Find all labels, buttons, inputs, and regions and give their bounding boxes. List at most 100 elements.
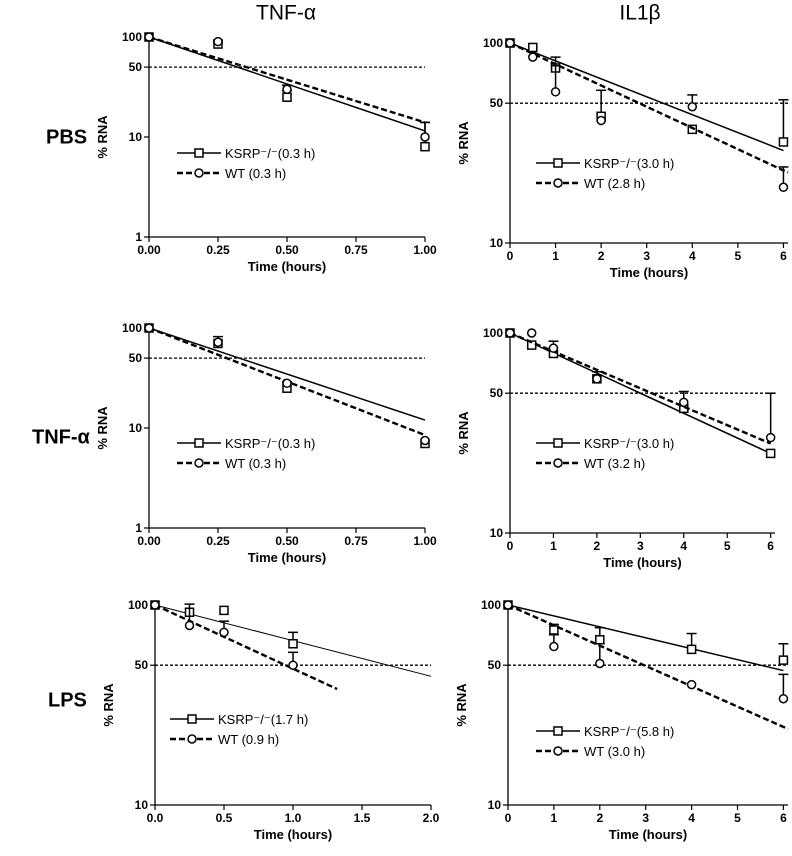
data-point-circle [595,658,605,669]
y-tick-label: 50 [135,658,149,672]
legend-entry-wt: WT (0.9 h) [170,732,279,747]
y-tick-label: 10 [488,798,502,812]
data-point-circle [282,378,292,389]
x-tick-label: 6 [767,539,774,553]
x-tick-label: 0.50 [275,534,299,548]
legend-marker-square [194,148,204,158]
fit-line [507,604,784,672]
legend-marker-circle [194,168,204,178]
legend-marker-square [553,158,563,168]
x-tick-label: 5 [735,249,742,263]
data-point-circle [213,36,223,47]
legend-marker-circle [187,734,197,744]
series-ksrp [503,600,789,672]
x-tick-label: 4 [680,539,687,553]
legend-entry-ksrp: KSRP⁻/⁻(1.7 h) [170,712,308,727]
y-tick-label: 100 [483,326,503,340]
data-point-circle [420,132,430,142]
data-point-square [687,124,698,135]
legend-label: WT (0.9 h) [218,732,279,747]
panel-1: 0.00 0.25 0.50 0.75 1.00 1 10 50 100 Time (hours)… [95,30,437,274]
legend-label: WT (2.8 h) [584,176,645,191]
y-tick-label: 10 [129,130,143,144]
data-point-circle [686,679,697,690]
x-axis-title: Time (hours) [254,827,333,842]
x-tick-label: 0.0 [147,811,164,825]
y-tick-label: 10 [129,421,143,435]
panel-6: 0 1 2 3 4 5 6 10 50 100 Time (hours) % RNA KSRP⁻/⁻(5… [454,598,789,842]
x-tick-label: 6 [780,811,787,825]
data-point-circle [503,600,513,610]
x-axis-title: Time (hours) [603,555,682,570]
data-point-circle [420,435,430,446]
legend-label: WT (0.3 h) [225,166,286,181]
y-axis-title: % RNA [456,121,471,165]
data-point-circle [282,84,292,95]
x-tick-label: 2 [596,811,603,825]
data-point-circle [687,102,698,112]
y-axis-title: % RNA [95,115,110,159]
x-tick-label: 0.75 [344,243,368,257]
data-point-square [282,92,292,102]
data-point-circle [288,660,298,670]
x-axis-title: Time (hours) [248,550,327,565]
data-point-square [778,655,789,665]
row-label-pbs: PBS [46,126,87,148]
x-tick-label: 2 [594,539,601,553]
x-tick-label: 2 [598,249,605,263]
x-tick-label: 0.50 [275,243,299,257]
panel-3: 0.00 0.25 0.50 0.75 1.00 1 10 50 100 Time (hours)… [95,321,437,565]
data-point-circle [526,328,537,338]
fit-line [148,36,426,132]
data-point-square [778,137,789,147]
data-point-square [288,639,298,649]
legend-label: WT (0.3 h) [225,456,286,471]
y-tick-label: 100 [483,36,503,50]
legend-entry-wt: WT (0.3 h) [177,456,286,471]
data-point-circle [549,641,559,652]
data-point-circle [548,343,559,353]
legend-marker-circle [553,458,563,468]
legend-label: KSRP⁻/⁻(3.0 h) [584,436,674,451]
y-tick-label: 1 [135,230,142,244]
legend-marker-circle [194,458,204,468]
column-title-il1b: IL1β [619,2,660,25]
x-tick-label: 5 [724,539,731,553]
data-point-square [686,644,697,655]
legend-label: WT (3.0 h) [584,744,645,759]
x-tick-label: 3 [637,539,644,553]
legend-label: KSRP⁻/⁻(1.7 h) [218,712,308,727]
y-tick-label: 100 [481,598,501,612]
series-ksrp [505,38,789,152]
legend-entry-ksrp: KSRP⁻/⁻(3.0 h) [536,156,674,171]
data-point-circle [219,627,229,638]
fit-line [148,35,426,124]
panel-2: 0 1 2 3 4 5 6 10 50 100 Time (hours) % RNA KSRP⁻/⁻(3… [456,36,789,280]
x-tick-label: 1.00 [413,534,437,548]
legend-label: KSRP⁻/⁻(0.3 h) [225,436,315,451]
y-tick-label: 50 [129,351,143,365]
fit-line [154,603,338,691]
x-tick-label: 1 [551,811,558,825]
x-tick-label: 6 [780,249,787,263]
data-point-circle [679,397,689,408]
x-axis-title: Time (hours) [248,259,327,274]
data-point-circle [184,620,195,631]
legend-marker-square [553,438,563,448]
x-tick-label: 4 [688,811,695,825]
y-tick-label: 100 [122,30,142,44]
legend-entry-ksrp: KSRP⁻/⁻(0.3 h) [177,146,315,161]
y-tick-label: 1 [135,521,142,535]
x-tick-label: 1.5 [354,811,371,825]
data-point-circle [596,115,606,126]
x-axis-title: Time (hours) [609,827,688,842]
x-tick-label: 2.0 [423,811,440,825]
x-tick-label: 1.0 [285,811,302,825]
x-axis-title: Time (hours) [610,265,689,280]
data-point-circle [778,182,789,192]
data-point-circle [528,52,538,62]
x-tick-label: 0.00 [137,534,161,548]
row-label-lps: LPS [48,689,87,711]
x-tick-label: 3 [642,811,649,825]
